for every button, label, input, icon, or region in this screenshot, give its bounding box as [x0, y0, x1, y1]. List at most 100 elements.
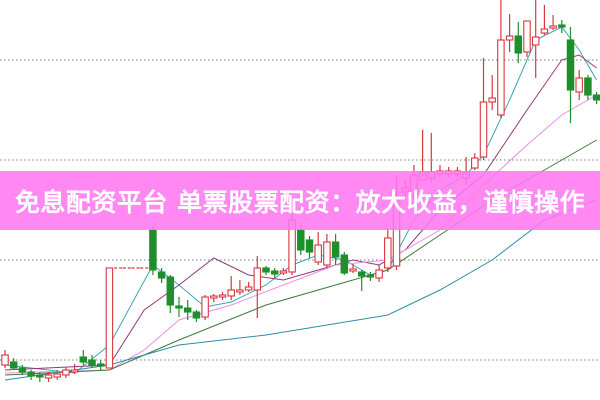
- candle-body: [79, 356, 88, 363]
- candle-body: [471, 157, 479, 169]
- candle: [1, 350, 9, 368]
- candle: [305, 236, 314, 258]
- candle-body: [497, 39, 505, 116]
- candle: [166, 275, 175, 313]
- candle-body: [70, 369, 79, 373]
- candle: [79, 350, 88, 365]
- candle-body: [18, 367, 27, 373]
- candle-body: [349, 268, 357, 272]
- candle: [192, 310, 201, 322]
- candle: [270, 268, 279, 278]
- candle: [540, 5, 549, 35]
- candle-body: [262, 267, 270, 273]
- candle: [236, 280, 244, 295]
- candle: [157, 268, 166, 283]
- candle: [531, 0, 540, 78]
- candle-body: [540, 28, 549, 34]
- candle: [488, 75, 496, 110]
- ma60-line: [4, 199, 597, 381]
- candle-body: [149, 229, 157, 271]
- candle-body: [44, 374, 53, 379]
- candle: [62, 367, 70, 378]
- candle: [523, 20, 531, 57]
- candle: [558, 20, 566, 33]
- candle: [584, 75, 592, 100]
- candle: [279, 268, 288, 275]
- candle-body: [53, 373, 61, 378]
- candle: [18, 365, 27, 375]
- candle-body: [584, 77, 592, 96]
- candle-body: [244, 286, 253, 291]
- candle-body: [488, 97, 496, 103]
- candle-body: [566, 39, 575, 91]
- candle: [262, 266, 270, 275]
- candle: [27, 370, 35, 380]
- candle: [357, 270, 366, 291]
- candle: [375, 265, 383, 282]
- candle-body: [36, 374, 44, 378]
- candle-body: [9, 361, 18, 369]
- candle-body: [270, 270, 279, 275]
- candle: [210, 294, 218, 302]
- candle-body: [210, 295, 218, 299]
- candle-body: [531, 36, 540, 46]
- candle: [44, 372, 53, 382]
- candle: [514, 22, 523, 63]
- candle-body: [575, 77, 583, 93]
- candle-body: [175, 305, 183, 309]
- candle: [96, 360, 105, 370]
- banner-text: 免息配资平台 单票股票配资：放大收益，谨慎操作: [14, 187, 586, 217]
- candle-body: [96, 363, 105, 367]
- candle: [349, 264, 357, 273]
- candle: [253, 256, 262, 318]
- candle: [53, 370, 61, 380]
- candle: [384, 228, 392, 272]
- candle-body: [253, 267, 262, 291]
- candle: [105, 267, 114, 369]
- candle-body: [479, 101, 488, 158]
- candle: [175, 297, 183, 317]
- candle: [549, 15, 557, 30]
- title-banner: 免息配资平台 单票股票配资：放大收益，谨慎操作: [0, 171, 600, 230]
- candle-body: [549, 25, 557, 29]
- candle-body: [384, 237, 392, 269]
- candle-body: [558, 24, 566, 28]
- candle: [592, 92, 600, 104]
- candle: [575, 70, 583, 100]
- candle-body: [514, 35, 523, 54]
- candle: [9, 358, 18, 370]
- candle: [36, 372, 44, 382]
- candle: [331, 234, 340, 265]
- candle-body: [166, 276, 175, 306]
- candle-body: [236, 289, 244, 293]
- candle: [366, 272, 375, 281]
- candle-body: [218, 294, 227, 298]
- candle: [149, 226, 157, 275]
- candle-body: [27, 371, 35, 377]
- candle: [218, 292, 227, 300]
- candle: [244, 282, 253, 292]
- candle: [70, 364, 79, 374]
- candle-body: [375, 269, 383, 279]
- candle-body: [88, 359, 96, 366]
- candle-body: [523, 20, 531, 53]
- candle: [566, 27, 575, 123]
- candle: [323, 234, 331, 268]
- candle-body: [62, 369, 70, 376]
- candle-body: [314, 244, 322, 263]
- candle-body: [366, 274, 375, 278]
- candle: [340, 252, 349, 275]
- candle-body: [323, 241, 331, 266]
- candle-body: [592, 94, 600, 101]
- candle: [505, 14, 514, 52]
- candle-body: [505, 35, 514, 41]
- candle-body: [183, 307, 192, 313]
- ma5-line: [4, 26, 598, 374]
- candle-body: [340, 254, 349, 274]
- candle: [227, 276, 235, 300]
- candle: [497, 0, 505, 118]
- candle-body: [305, 239, 314, 253]
- candle-body: [192, 311, 201, 319]
- candle: [314, 232, 322, 265]
- candle-body: [105, 267, 114, 369]
